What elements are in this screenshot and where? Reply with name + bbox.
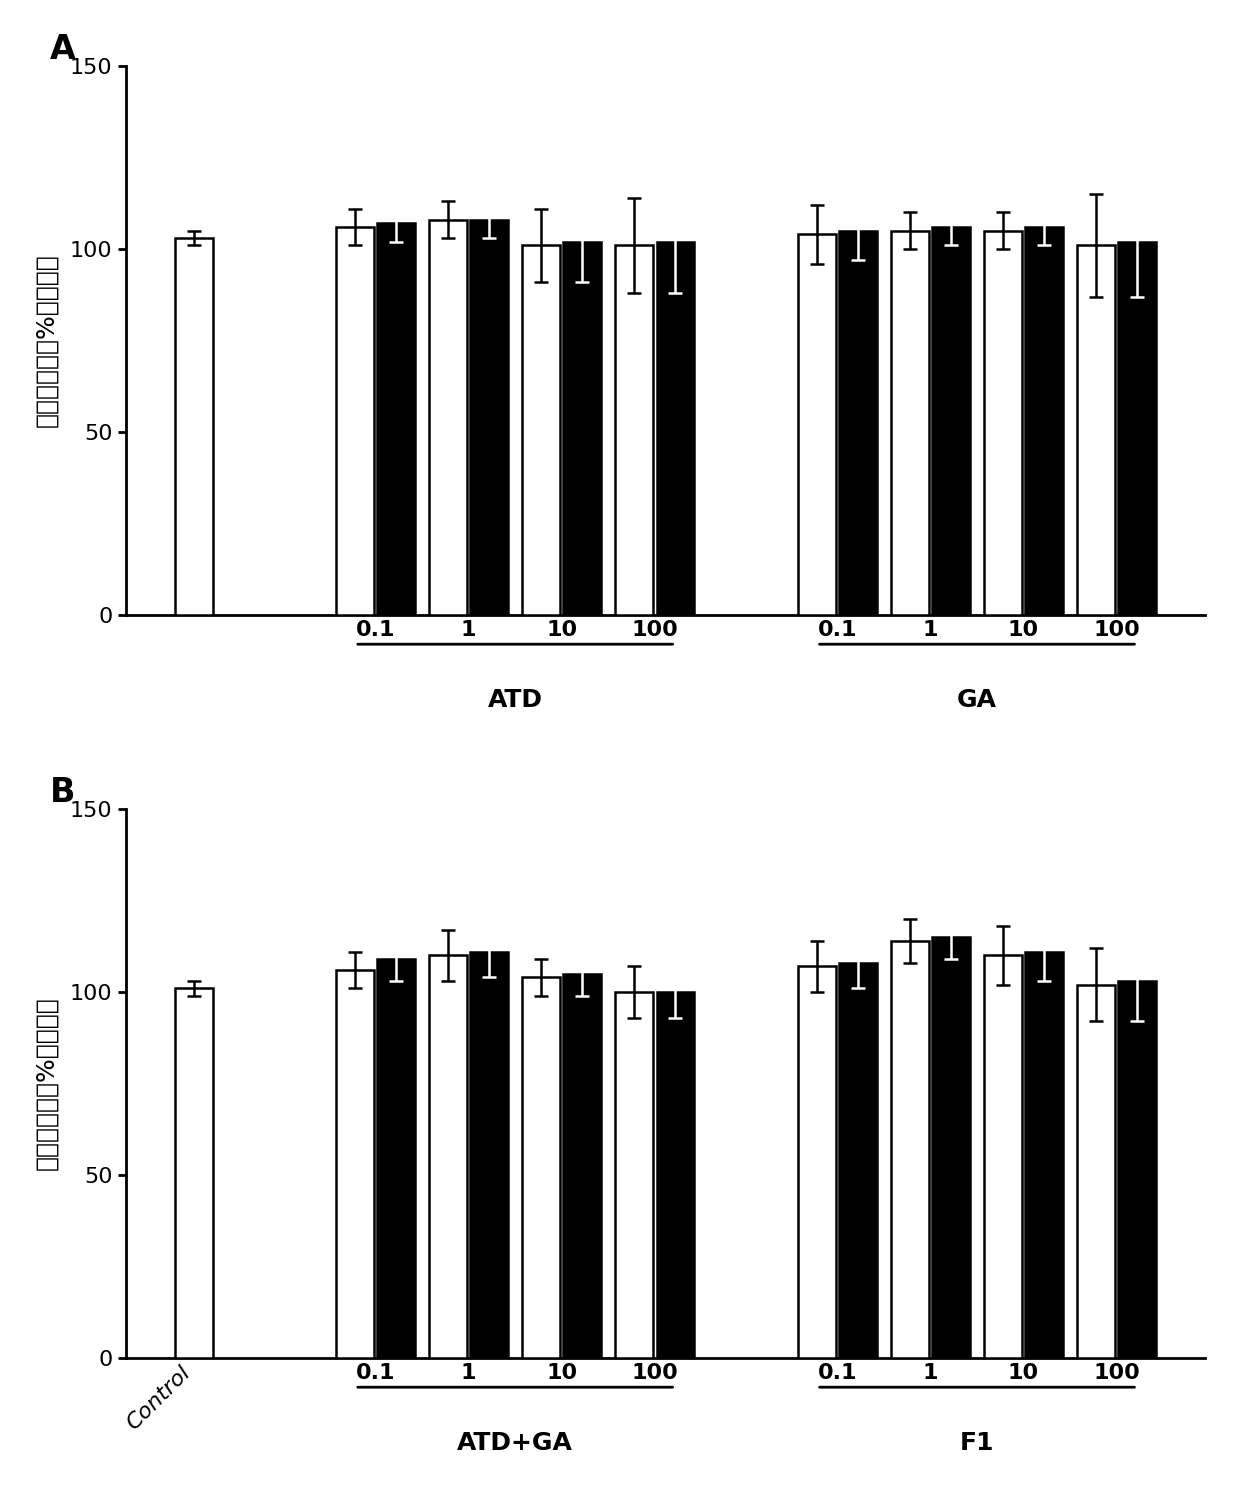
Bar: [932, 227, 970, 615]
Bar: [1025, 227, 1063, 615]
Bar: [1025, 951, 1063, 1358]
Bar: [522, 978, 560, 1358]
Bar: [522, 245, 560, 615]
Bar: [563, 242, 601, 615]
Bar: [336, 227, 374, 615]
Bar: [377, 958, 415, 1358]
Bar: [656, 242, 694, 615]
Bar: [890, 230, 929, 615]
Bar: [1118, 242, 1156, 615]
Bar: [470, 220, 508, 615]
Text: ATD: ATD: [487, 688, 543, 712]
Bar: [839, 963, 877, 1358]
Bar: [377, 223, 415, 615]
Text: F1: F1: [960, 1431, 994, 1455]
Bar: [656, 993, 694, 1358]
Bar: [429, 955, 467, 1358]
Bar: [839, 230, 877, 615]
Bar: [932, 938, 970, 1358]
Text: GA: GA: [957, 688, 997, 712]
Bar: [429, 220, 467, 615]
Bar: [797, 235, 836, 615]
Text: A: A: [50, 33, 76, 65]
Bar: [563, 973, 601, 1358]
Bar: [983, 955, 1022, 1358]
Text: ATD+GA: ATD+GA: [458, 1431, 573, 1455]
Bar: [615, 245, 653, 615]
Y-axis label: 细胞存活率（%对照组）: 细胞存活率（%对照组）: [35, 997, 58, 1171]
Bar: [470, 951, 508, 1358]
Bar: [1118, 981, 1156, 1358]
Bar: [175, 988, 212, 1358]
Bar: [1078, 985, 1115, 1358]
Bar: [336, 970, 374, 1358]
Bar: [175, 238, 212, 615]
Bar: [983, 230, 1022, 615]
Bar: [890, 941, 929, 1358]
Text: B: B: [50, 776, 76, 808]
Y-axis label: 细胞存活率（%对照组）: 细胞存活率（%对照组）: [35, 254, 58, 428]
Bar: [797, 966, 836, 1358]
Bar: [1078, 245, 1115, 615]
Bar: [615, 993, 653, 1358]
